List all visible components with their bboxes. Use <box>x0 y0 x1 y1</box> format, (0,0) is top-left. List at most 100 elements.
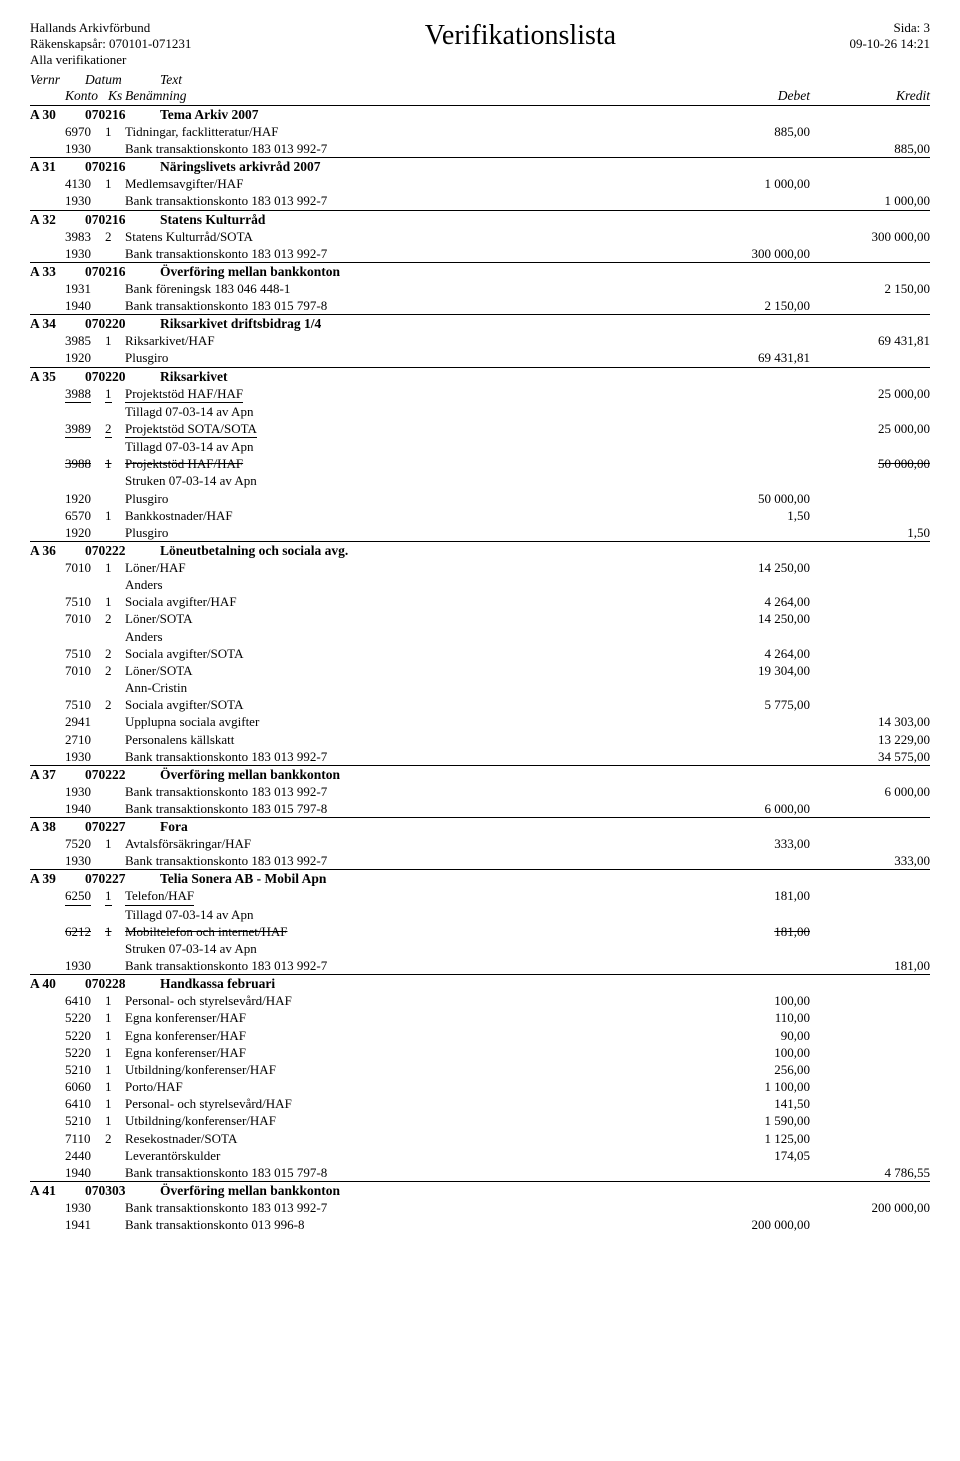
ben: Plusgiro <box>120 524 690 541</box>
debet <box>690 1164 810 1181</box>
ks <box>105 245 120 262</box>
ben: Bank transaktionskonto 183 013 992-7 <box>120 140 690 157</box>
ks <box>105 1199 120 1216</box>
datum: 070303 <box>85 1183 160 1199</box>
ben: Utbildning/konferenser/HAF <box>120 1061 690 1078</box>
ledger-row: 52101Utbildning/konferenser/HAF256,00 <box>30 1061 930 1078</box>
kredit: 4 786,55 <box>810 1164 930 1181</box>
entry-title: Löneutbetalning och sociala avg. <box>160 543 930 559</box>
ks: 1 <box>105 175 120 192</box>
ks: 1 <box>105 559 120 576</box>
konto: 1941 <box>30 1216 105 1233</box>
kredit <box>810 1130 930 1147</box>
kredit <box>810 1216 930 1233</box>
ks <box>105 1147 120 1164</box>
kredit <box>810 1078 930 1095</box>
ben: Löner/SOTA <box>120 662 690 679</box>
debet: 181,00 <box>690 923 810 940</box>
ledger-row: 1920Plusgiro1,50 <box>30 524 930 541</box>
entry-title: Överföring mellan bankkonton <box>160 767 930 783</box>
debet: 1,50 <box>690 507 810 524</box>
ben: Personal- och styrelsevård/HAF <box>120 1095 690 1112</box>
entry-header: A 33070216Överföring mellan bankkonton <box>30 262 930 280</box>
ben: Projektstöd HAF/HAF <box>120 455 690 472</box>
kredit <box>810 1009 930 1026</box>
ks: 1 <box>105 1112 120 1129</box>
kredit <box>810 1027 930 1044</box>
kredit: 181,00 <box>810 957 930 974</box>
debet <box>690 748 810 765</box>
ben: Upplupna sociala avgifter <box>120 713 690 730</box>
konto: 3989 <box>30 420 105 438</box>
ben: Bank transaktionskonto 013 996-8 <box>120 1216 690 1233</box>
vernr: A 40 <box>30 976 85 992</box>
entry-header: A 32070216Statens Kulturråd <box>30 210 930 228</box>
entry-title: Riksarkivet driftsbidrag 1/4 <box>160 316 930 332</box>
konto: 7510 <box>30 696 105 713</box>
datum: 070216 <box>85 264 160 280</box>
konto: 1930 <box>30 192 105 209</box>
row-note: Anders <box>30 628 930 645</box>
ledger-row: 1930Bank transaktionskonto 183 013 992-7… <box>30 852 930 869</box>
ks <box>105 748 120 765</box>
konto: 7520 <box>30 835 105 852</box>
debet <box>690 524 810 541</box>
ledger-row: 62121Mobiltelefon och internet/HAF181,00 <box>30 923 930 940</box>
ks: 1 <box>105 1027 120 1044</box>
col-ks: Ks <box>108 88 125 104</box>
ledger-row: 39832Statens Kulturråd/SOTA300 000,00 <box>30 228 930 245</box>
ks <box>105 1164 120 1181</box>
ks <box>105 524 120 541</box>
debet: 300 000,00 <box>690 245 810 262</box>
entry-header: A 30070216Tema Arkiv 2007 <box>30 106 930 123</box>
kredit <box>810 645 930 662</box>
ledger-row: 2440Leverantörskulder174,05 <box>30 1147 930 1164</box>
debet <box>690 455 810 472</box>
ks <box>105 280 120 297</box>
konto: 1920 <box>30 490 105 507</box>
entry-header: A 41070303Överföring mellan bankkonton <box>30 1181 930 1199</box>
konto: 2440 <box>30 1147 105 1164</box>
entry-header: A 36070222Löneutbetalning och sociala av… <box>30 541 930 559</box>
ben: Mobiltelefon och internet/HAF <box>120 923 690 940</box>
datum: 070222 <box>85 767 160 783</box>
debet: 90,00 <box>690 1027 810 1044</box>
ks <box>105 800 120 817</box>
datum: 070227 <box>85 871 160 887</box>
ks: 1 <box>105 593 120 610</box>
datum: 070227 <box>85 819 160 835</box>
vernr: A 30 <box>30 107 85 123</box>
ledger-row: 1930Bank transaktionskonto 183 013 992-7… <box>30 957 930 974</box>
debet <box>690 420 810 438</box>
kredit: 6 000,00 <box>810 783 930 800</box>
kredit <box>810 1112 930 1129</box>
datum: 070228 <box>85 976 160 992</box>
col-text: Text <box>160 72 930 88</box>
debet <box>690 783 810 800</box>
kredit <box>810 297 930 314</box>
ks <box>105 297 120 314</box>
ledger-row: 41301Medlemsavgifter/HAF1 000,00 <box>30 175 930 192</box>
konto: 7510 <box>30 645 105 662</box>
konto: 1930 <box>30 245 105 262</box>
entry-header: A 38070227Fora <box>30 817 930 835</box>
debet: 110,00 <box>690 1009 810 1026</box>
ks <box>105 852 120 869</box>
debet: 333,00 <box>690 835 810 852</box>
vernr: A 32 <box>30 212 85 228</box>
vernr: A 38 <box>30 819 85 835</box>
konto: 5210 <box>30 1061 105 1078</box>
debet: 1 000,00 <box>690 175 810 192</box>
ledger-row: 2941Upplupna sociala avgifter14 303,00 <box>30 713 930 730</box>
row-note: Tillagd 07-03-14 av Apn <box>30 906 930 923</box>
ben: Bank transaktionskonto 183 013 992-7 <box>120 192 690 209</box>
ledger-row: 1930Bank transaktionskonto 183 013 992-7… <box>30 1199 930 1216</box>
timestamp: 09-10-26 14:21 <box>849 36 930 52</box>
ledger-row: 39881Projektstöd HAF/HAF25 000,00 <box>30 385 930 403</box>
entry-header: A 31070216Näringslivets arkivråd 2007 <box>30 157 930 175</box>
debet <box>690 332 810 349</box>
konto: 1930 <box>30 140 105 157</box>
kredit: 50 000,00 <box>810 455 930 472</box>
ledger-row: 1931Bank föreningsk 183 046 448-12 150,0… <box>30 280 930 297</box>
row-note: Anders <box>30 576 930 593</box>
